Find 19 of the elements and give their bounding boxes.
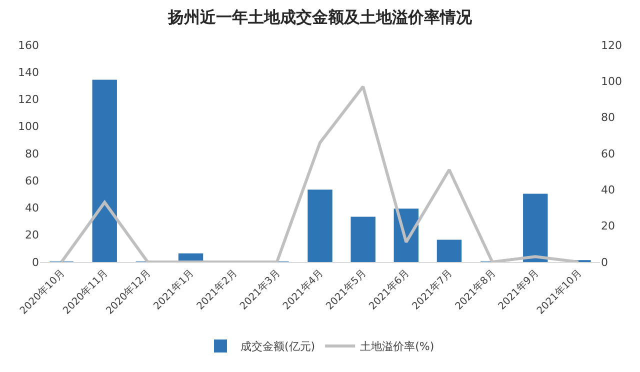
y2-tick-label: 20 (601, 220, 615, 233)
y-tick-label: 20 (25, 228, 39, 242)
y2-tick-label: 40 (601, 184, 615, 197)
y2-tick-label: 80 (601, 111, 615, 124)
y2-tick-label: 60 (601, 147, 615, 160)
y-tick-label: 120 (18, 93, 39, 106)
y2-tick-label: 120 (601, 38, 622, 52)
y-tick-label: 160 (18, 38, 39, 52)
y-tick-label: 100 (18, 120, 39, 134)
legend-label: 成交金额(亿元) (240, 340, 316, 354)
y-tick-label: 80 (25, 147, 39, 160)
y-tick-label: 0 (32, 256, 39, 269)
y-tick-label: 140 (18, 66, 39, 79)
legend-label: 土地溢价率(%) (360, 340, 434, 354)
y-tick-label: 40 (25, 202, 39, 215)
chart-title: 扬州近一年土地成交金额及土地溢价率情况 (167, 7, 473, 26)
y2-tick-label: 100 (601, 75, 622, 88)
y2-tick-label: 0 (601, 256, 608, 269)
y-tick-label: 60 (25, 174, 39, 188)
